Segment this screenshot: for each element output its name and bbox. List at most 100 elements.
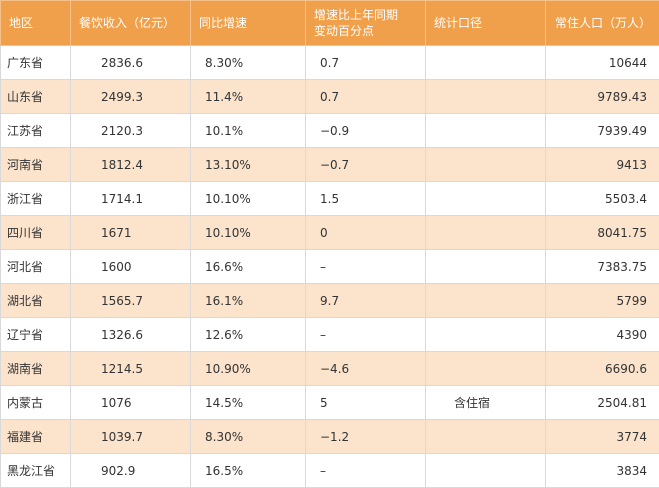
table-cell: 16.1% [190,283,306,318]
table-row: 山东省 2499.3 11.4% 0.7 9789.43 [0,79,659,114]
table-cell: 1326.6 [70,317,191,352]
table-cell: 10.10% [190,181,306,216]
table-cell: 福建省 [0,419,71,454]
table-cell: 湖北省 [0,283,71,318]
table-cell: 2504.81 [545,385,659,420]
table-cell [425,181,546,216]
table-cell: 2836.6 [70,45,191,80]
table-cell: 902.9 [70,453,191,488]
table-cell [425,45,546,80]
table-cell: 7939.49 [545,113,659,148]
table-cell: 内蒙古 [0,385,71,420]
table-cell: 辽宁省 [0,317,71,352]
table-cell: 黑龙江省 [0,453,71,488]
table-cell: −0.7 [305,147,426,182]
table-cell: 广东省 [0,45,71,80]
table-cell [425,351,546,386]
table-cell: −0.9 [305,113,426,148]
table-row: 广东省 2836.6 8.30% 0.7 10644 [0,45,659,80]
table-cell: 10644 [545,45,659,80]
table-cell: 5503.4 [545,181,659,216]
table-cell [425,419,546,454]
header-text-line: 增速比上年同期 [314,8,399,22]
table-cell: 4390 [545,317,659,352]
table-row: 福建省 1039.7 8.30% −1.2 3774 [0,419,659,454]
table-row: 江苏省 2120.3 10.1% −0.9 7939.49 [0,113,659,148]
table-cell: 7383.75 [545,249,659,284]
table-cell: 0.7 [305,79,426,114]
table-cell: 10.90% [190,351,306,386]
table-cell [425,147,546,182]
table-row: 内蒙古 1076 14.5% 5 含住宿 2504.81 [0,385,659,420]
table-cell: 山东省 [0,79,71,114]
table-cell: 9413 [545,147,659,182]
table-cell: 1039.7 [70,419,191,454]
header-cell: 餐饮收入（亿元） [70,0,191,46]
table-cell [425,113,546,148]
table-cell: 6690.6 [545,351,659,386]
table-cell: 1671 [70,215,191,250]
table-row: 河北省 1600 16.6% – 7383.75 [0,249,659,284]
table-cell: – [305,317,426,352]
table-row: 浙江省 1714.1 10.10% 1.5 5503.4 [0,181,659,216]
table-row: 湖南省 1214.5 10.90% −4.6 6690.6 [0,351,659,386]
table-cell [425,215,546,250]
table-cell: 0.7 [305,45,426,80]
table-row: 河南省 1812.4 13.10% −0.7 9413 [0,147,659,182]
table-cell [425,283,546,318]
table-cell: 8.30% [190,419,306,454]
table-cell [425,317,546,352]
table-cell: 河北省 [0,249,71,284]
table-row: 黑龙江省 902.9 16.5% – 3834 [0,453,659,488]
header-text-line: 变动百分点 [314,24,375,38]
header-cell: 常住人口（万人） [545,0,659,46]
table-cell: 1565.7 [70,283,191,318]
table-cell: 1812.4 [70,147,191,182]
table-cell: 含住宿 [425,385,546,420]
table-cell: 9789.43 [545,79,659,114]
table-cell: 1714.1 [70,181,191,216]
table-cell [425,79,546,114]
table-row: 四川省 1671 10.10% 0 8041.75 [0,215,659,250]
table-cell: 12.6% [190,317,306,352]
table-cell: 8041.75 [545,215,659,250]
table-cell: 河南省 [0,147,71,182]
table-cell: 10.10% [190,215,306,250]
table-cell: 3834 [545,453,659,488]
table-cell: – [305,249,426,284]
header-cell: 同比增速 [190,0,306,46]
table-cell: 3774 [545,419,659,454]
header-row: 地区 餐饮收入（亿元） 同比增速 增速比上年同期 变动百分点 统计口径 常住人口（万人） [0,0,659,46]
table-cell: 2499.3 [70,79,191,114]
table-cell: – [305,453,426,488]
table-cell: 8.30% [190,45,306,80]
table-cell [425,453,546,488]
table-row: 湖北省 1565.7 16.1% 9.7 5799 [0,283,659,318]
table-cell: 1.5 [305,181,426,216]
table-body: 广东省 2836.6 8.30% 0.7 10644 山东省 2499.3 11.4% 0.7 9… [0,45,659,488]
table-cell: 5 [305,385,426,420]
table-cell: 11.4% [190,79,306,114]
table-header: 地区 餐饮收入（亿元） 同比增速 增速比上年同期 变动百分点 统计口径 常住人口（万人） [0,0,659,46]
table-cell: 1600 [70,249,191,284]
table-cell: 四川省 [0,215,71,250]
table-cell [425,249,546,284]
header-cell: 增速比上年同期 变动百分点 [305,0,426,46]
table-cell: 1214.5 [70,351,191,386]
table-cell: 16.5% [190,453,306,488]
table-cell: 16.6% [190,249,306,284]
table-cell: 浙江省 [0,181,71,216]
table-cell: 2120.3 [70,113,191,148]
table-cell: 0 [305,215,426,250]
table-cell: 9.7 [305,283,426,318]
table-cell: 10.1% [190,113,306,148]
table-cell: 14.5% [190,385,306,420]
table-cell: 5799 [545,283,659,318]
table-cell: −1.2 [305,419,426,454]
table-cell: −4.6 [305,351,426,386]
table-row: 辽宁省 1326.6 12.6% – 4390 [0,317,659,352]
header-cell: 统计口径 [425,0,546,46]
table-cell: 湖南省 [0,351,71,386]
